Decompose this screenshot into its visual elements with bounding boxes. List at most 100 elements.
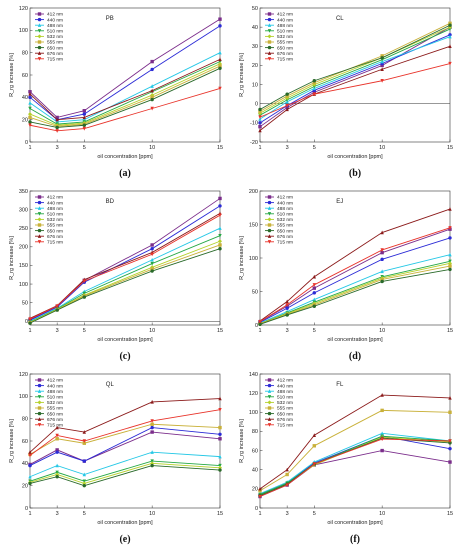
legend-label: 412 nm	[47, 378, 63, 384]
x-tick-label: 3	[286, 511, 289, 517]
data-point	[380, 277, 384, 282]
data-point	[150, 97, 154, 102]
legend-marker	[37, 423, 42, 427]
data-point	[285, 472, 289, 477]
legend-label: 412 nm	[47, 12, 63, 18]
y-tick-label: 100	[19, 282, 28, 288]
data-point	[150, 67, 154, 72]
series-715-nm	[258, 226, 452, 324]
legend-marker	[267, 423, 272, 427]
y-tick-label: 150	[19, 263, 28, 269]
data-point	[285, 299, 289, 304]
legend-marker	[267, 57, 272, 61]
x-tick-label: 1	[258, 145, 261, 151]
y-tick-label: 350	[19, 189, 28, 195]
data-point	[150, 257, 154, 262]
series-440-nm	[28, 425, 222, 468]
legend-marker	[267, 417, 272, 421]
series-line	[29, 465, 221, 487]
data-point	[218, 425, 222, 430]
data-point	[448, 446, 452, 451]
data-point	[285, 313, 289, 317]
data-point	[150, 88, 154, 93]
legend-label: 715 nm	[277, 57, 293, 63]
panel-caption: (c)	[119, 351, 130, 362]
series-line	[29, 427, 221, 466]
legend-label: 488 nm	[47, 389, 63, 395]
y-tick-label: 0	[25, 319, 28, 325]
panel-title: EJ	[336, 199, 343, 205]
x-axis-label: oil concentration [ppm]	[327, 520, 383, 526]
legend-label: 676 nm	[47, 234, 63, 240]
y-tick-label: 300	[19, 207, 28, 213]
data-point	[312, 444, 316, 448]
y-tick-label: 40	[252, 468, 258, 474]
data-point	[218, 243, 222, 247]
legend-label: 715 nm	[47, 240, 63, 246]
legend-marker	[37, 234, 42, 238]
data-point	[448, 34, 452, 39]
data-point	[55, 117, 59, 122]
legend-marker	[37, 378, 42, 382]
y-tick-label: 50	[22, 300, 28, 306]
data-point	[448, 252, 452, 257]
data-point	[55, 308, 59, 312]
data-point	[218, 86, 222, 91]
legend-label: 532 nm	[277, 217, 293, 223]
y-tick-label: -10	[250, 121, 258, 127]
data-point	[448, 21, 452, 26]
data-point	[150, 399, 154, 404]
x-tick-label: 3	[286, 145, 289, 151]
data-point	[218, 463, 222, 468]
x-tick-label: 5	[313, 328, 316, 334]
data-point	[380, 63, 384, 68]
y-axis-label: R_rg increase [%]	[239, 419, 245, 463]
data-point	[82, 441, 86, 445]
legend-label: 532 nm	[277, 400, 293, 406]
legend-marker	[37, 212, 42, 216]
series-676-nm	[28, 396, 222, 454]
legend-label: 510 nm	[47, 29, 63, 35]
legend-marker	[37, 45, 42, 50]
data-point	[82, 279, 86, 284]
legend-label: 532 nm	[47, 400, 63, 406]
data-point	[28, 481, 32, 486]
legend-label: 488 nm	[277, 23, 293, 29]
panel-caption: (f)	[350, 534, 360, 545]
chart-panel-e: 0 20 40 60 80 100 120 1 3 5 10 15 oil concentration …	[0, 366, 230, 549]
data-point	[28, 120, 32, 124]
series-650-nm	[258, 267, 452, 327]
legend-label: 440 nm	[277, 200, 293, 206]
series-555-nm	[258, 408, 452, 493]
legend-label: 676 nm	[47, 51, 63, 57]
panel-title: QL	[106, 382, 115, 388]
y-tick-label: 20	[22, 483, 28, 489]
data-point	[218, 408, 222, 412]
data-point	[312, 433, 316, 437]
x-tick-label: 5	[83, 328, 86, 334]
data-point	[380, 257, 384, 262]
x-tick-label: 10	[379, 511, 385, 517]
series-555-nm	[258, 21, 452, 114]
legend-marker	[267, 51, 272, 55]
legend-label: 715 nm	[47, 57, 63, 63]
data-point	[28, 112, 32, 117]
chart-svg-c: 0 50 100 150 200 250 300 350 1 3 5 10 15 oil concentr…	[9, 189, 223, 362]
data-point	[55, 304, 59, 309]
y-tick-label: 60	[22, 73, 28, 79]
data-point	[28, 95, 32, 100]
data-point	[258, 489, 262, 493]
data-point	[448, 236, 452, 240]
data-point	[380, 448, 384, 453]
x-tick-label: 15	[447, 328, 453, 334]
data-point	[218, 437, 222, 441]
series-488-nm	[28, 450, 222, 479]
series-715-nm	[28, 213, 222, 322]
data-point	[380, 56, 384, 60]
data-point	[218, 204, 222, 208]
data-point	[150, 450, 154, 454]
data-point	[55, 470, 59, 475]
data-point	[448, 267, 452, 272]
legend-label: 555 nm	[47, 40, 63, 46]
legend-marker	[37, 40, 42, 44]
